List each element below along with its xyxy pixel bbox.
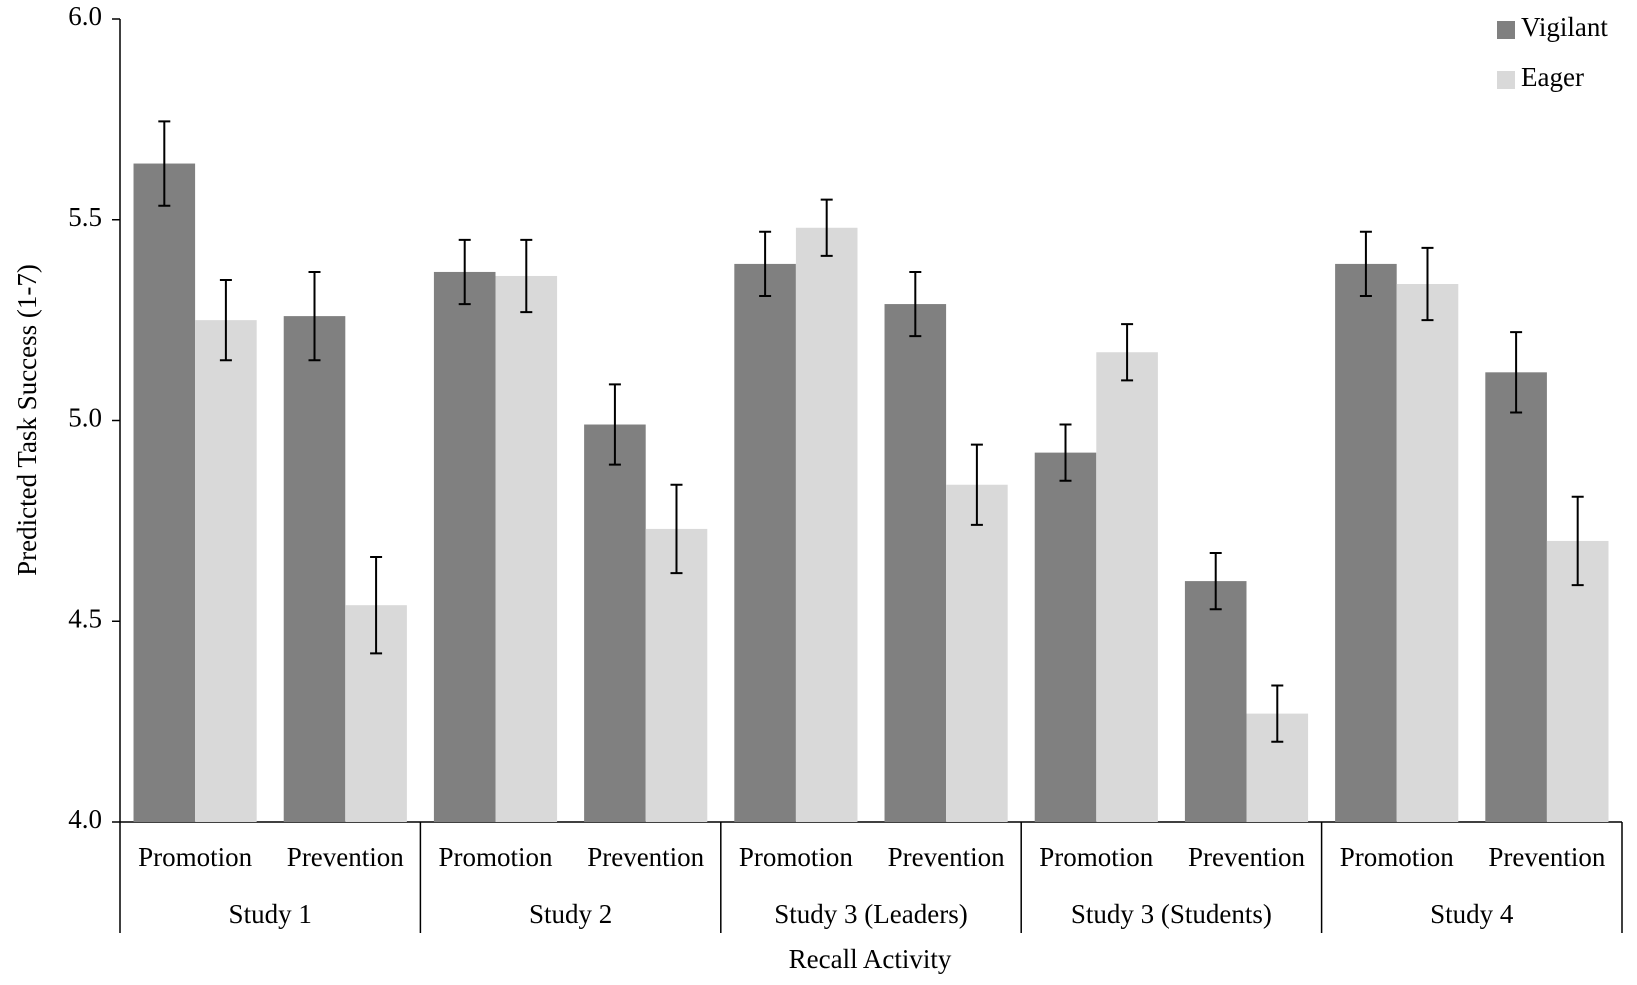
- x-tick-label: Prevention: [1488, 842, 1605, 872]
- error-bar: [370, 556, 383, 655]
- error-bar: [308, 270, 321, 362]
- y-axis-title: Predicted Task Success (1-7): [12, 264, 42, 576]
- bar: [584, 424, 646, 822]
- bar: [1485, 372, 1547, 822]
- error-bar: [1571, 495, 1584, 587]
- y-tick-label: 4.5: [68, 603, 102, 633]
- bar: [1396, 283, 1459, 822]
- x-tick-label: Promotion: [138, 842, 253, 872]
- x-tick-label: Promotion: [1039, 842, 1154, 872]
- legend-swatch: [1497, 71, 1515, 89]
- bar: [433, 271, 496, 822]
- x-tick-label: Promotion: [1340, 842, 1455, 872]
- bar: [1096, 352, 1158, 822]
- error-bar: [1421, 246, 1434, 322]
- y-tick-label: 6.0: [68, 1, 102, 31]
- error-bar: [1209, 551, 1222, 611]
- x-tick-label: Prevention: [888, 842, 1005, 872]
- group-label: Study 2: [529, 899, 612, 929]
- y-tick-label: 5.5: [68, 202, 102, 232]
- error-bar: [670, 483, 683, 575]
- error-bar: [970, 443, 983, 526]
- error-bar: [1059, 423, 1072, 482]
- bar: [283, 316, 346, 822]
- error-bar: [1121, 323, 1134, 382]
- bar: [1546, 540, 1609, 822]
- legend-label: Eager: [1521, 62, 1584, 92]
- group-label: Study 1: [229, 899, 312, 929]
- error-bar: [219, 278, 232, 362]
- group-label: Study 3 (Leaders): [774, 899, 967, 929]
- group-label: Study 3 (Students): [1071, 899, 1272, 929]
- error-bar: [1271, 684, 1284, 743]
- bar: [495, 275, 558, 823]
- bar: [1184, 581, 1247, 822]
- bar: [1034, 452, 1097, 822]
- error-bar: [909, 270, 922, 338]
- error-bar: [1510, 331, 1523, 414]
- bar: [795, 227, 858, 822]
- x-tick-label: Promotion: [438, 842, 553, 872]
- error-bar: [1359, 230, 1372, 298]
- legend-swatch: [1497, 21, 1515, 39]
- legend-label: Vigilant: [1521, 12, 1608, 42]
- bar: [1335, 263, 1397, 822]
- x-axis-title: Recall Activity: [789, 944, 952, 974]
- x-tick-label: Promotion: [739, 842, 854, 872]
- bar: [133, 163, 196, 823]
- error-bar: [458, 238, 471, 306]
- error-bar: [820, 198, 833, 257]
- error-bar: [759, 230, 772, 298]
- error-bar: [158, 120, 171, 207]
- bar: [195, 320, 257, 822]
- x-tick-label: Prevention: [287, 842, 404, 872]
- y-tick-label: 4.0: [68, 804, 102, 834]
- bar: [645, 528, 708, 822]
- x-tick-label: Prevention: [587, 842, 704, 872]
- group-label: Study 4: [1430, 899, 1514, 929]
- error-bar: [608, 383, 621, 466]
- bar: [946, 484, 1008, 822]
- x-tick-label: Prevention: [1188, 842, 1305, 872]
- bar: [734, 263, 796, 822]
- y-tick-label: 5.0: [68, 403, 102, 433]
- bar: [884, 304, 947, 822]
- error-bar: [520, 238, 533, 314]
